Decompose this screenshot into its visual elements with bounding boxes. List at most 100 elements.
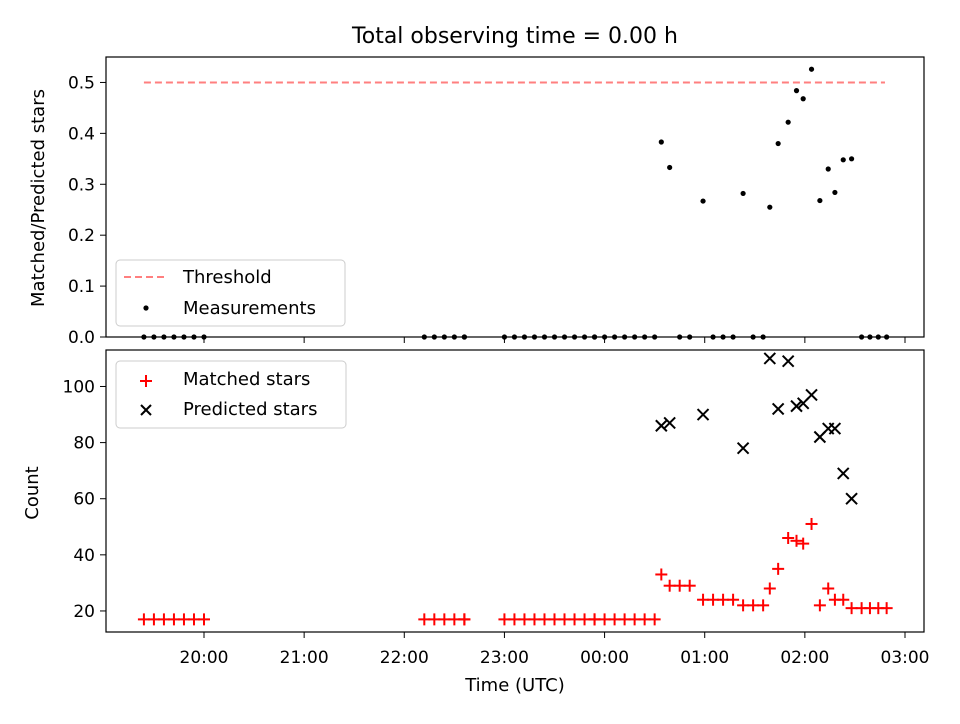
- matched-star-point: [157, 613, 170, 626]
- bottom-xtick-label: 01:00: [680, 648, 729, 668]
- predicted-star-point: [655, 419, 668, 432]
- bottom-xtick-label: 23:00: [480, 648, 529, 668]
- legend-measurements-label: Measurements: [183, 298, 316, 319]
- bottom-ytick-label: 60: [73, 490, 95, 510]
- measurement-point: [667, 164, 673, 171]
- matched-star-point: [772, 562, 785, 575]
- legend-matched-label: Matched stars: [183, 369, 310, 390]
- matched-star-point: [717, 593, 730, 606]
- matched-star-point: [147, 613, 160, 626]
- predicted-star-point: [736, 442, 750, 455]
- matched-star-point: [805, 517, 818, 530]
- matched-star-point: [757, 599, 770, 612]
- matched-star-point: [707, 593, 720, 606]
- bottom-xtick-label: 00:00: [580, 648, 629, 668]
- matched-star-point: [588, 613, 601, 626]
- bottom-ytick-label: 100: [63, 377, 95, 397]
- matched-star-point: [628, 613, 641, 626]
- matched-star-point: [837, 593, 850, 606]
- measurement-point: [767, 204, 773, 210]
- matched-star-point: [813, 599, 826, 612]
- legend-measurements-swatch: [143, 305, 149, 311]
- matched-star-point: [518, 613, 531, 626]
- matched-star-point: [198, 613, 210, 626]
- predicted-star-point: [837, 467, 850, 480]
- legend-threshold-label: Threshold: [182, 267, 272, 288]
- measurement-point: [848, 156, 855, 162]
- measurement-point: [800, 96, 806, 102]
- measurement-point: [825, 166, 831, 172]
- top-ytick-label: 0.5: [68, 73, 95, 93]
- matched-star-point: [137, 613, 150, 626]
- matched-star-point: [790, 534, 803, 547]
- bottom-ytick-label: 40: [73, 546, 95, 566]
- top-legend: Threshold Measurements: [115, 259, 346, 327]
- matched-star-point: [608, 613, 621, 626]
- matched-star-point: [673, 579, 686, 592]
- predicted-star-point: [763, 352, 777, 365]
- predicted-star-point: [845, 492, 858, 505]
- predicted-star-point: [663, 416, 676, 430]
- predicted-star-point: [781, 355, 795, 368]
- matched-star-point: [663, 579, 676, 592]
- matched-star-point: [558, 613, 571, 626]
- top-panel-title: Total observing time = 0.00 h: [351, 24, 678, 49]
- bottom-plot-area: 20 40 60 80 100 20:00 21:00 22:00 23:00 00:00 01:0…: [63, 352, 930, 668]
- matched-star-point: [167, 613, 180, 626]
- top-ytick-label: 0.2: [68, 226, 95, 246]
- bottom-ytick-label: 80: [73, 434, 95, 454]
- matched-star-point: [578, 613, 591, 626]
- predicted-star-point: [790, 399, 803, 413]
- matched-star-point: [727, 593, 740, 606]
- bottom-legend-box: [115, 360, 347, 429]
- top-axes-frame: [105, 56, 925, 338]
- measurement-point: [658, 139, 664, 145]
- bottom-xtick-label: 03:00: [881, 648, 930, 668]
- matched-star-point: [528, 613, 541, 626]
- bottom-xtick-label: 22:00: [380, 648, 429, 668]
- matched-star-point: [428, 613, 441, 626]
- bottom-xtick-label: 21:00: [280, 648, 329, 668]
- matched-star-point: [782, 532, 795, 544]
- matched-star-point: [498, 613, 511, 626]
- matched-star-point: [747, 599, 760, 612]
- predicted-star-point: [828, 422, 842, 435]
- top-panel-ylabel: Matched/Predicted stars: [28, 89, 49, 307]
- matched-star-point: [737, 599, 750, 612]
- matched-star-point: [697, 593, 710, 606]
- matched-star-point: [638, 613, 651, 626]
- measurement-point: [740, 190, 746, 197]
- bottom-axes-frame: [105, 349, 925, 633]
- measurement-point: [832, 189, 838, 196]
- top-ytick-label: 0.0: [68, 328, 95, 348]
- matched-star-point: [508, 613, 521, 626]
- matched-star-point: [418, 613, 431, 626]
- bottom-panel-xlabel: Time (UTC): [464, 675, 565, 696]
- matched-star-point: [598, 613, 611, 626]
- top-legend-box: [115, 259, 346, 327]
- bottom-panel: Count Time (UTC) 20 40 60 80 100 20:00 21:00 22…: [22, 349, 930, 696]
- measurement-point: [808, 66, 815, 72]
- measurement-point: [700, 198, 706, 204]
- predicted-star-point: [771, 402, 785, 416]
- matched-star-point: [568, 613, 581, 626]
- predicted-star-point: [805, 388, 818, 402]
- bottom-xtick-label: 20:00: [180, 648, 229, 668]
- measurement-point: [785, 119, 791, 125]
- matched-star-point: [177, 613, 190, 626]
- predicted-star-point: [696, 408, 710, 421]
- measurement-point: [775, 140, 781, 147]
- bottom-xtick-label: 02:00: [780, 648, 829, 668]
- legend-matched-swatch: [140, 375, 152, 387]
- top-ytick-label: 0.3: [68, 175, 95, 195]
- legend-predicted-label: Predicted stars: [183, 399, 317, 420]
- matched-star-point: [648, 613, 661, 626]
- measurement-point: [793, 88, 800, 94]
- matched-star-point: [655, 568, 668, 581]
- matched-star-point: [845, 602, 858, 615]
- matched-star-point: [683, 579, 696, 592]
- matched-star-point: [618, 613, 631, 626]
- matched-star-point: [763, 582, 776, 595]
